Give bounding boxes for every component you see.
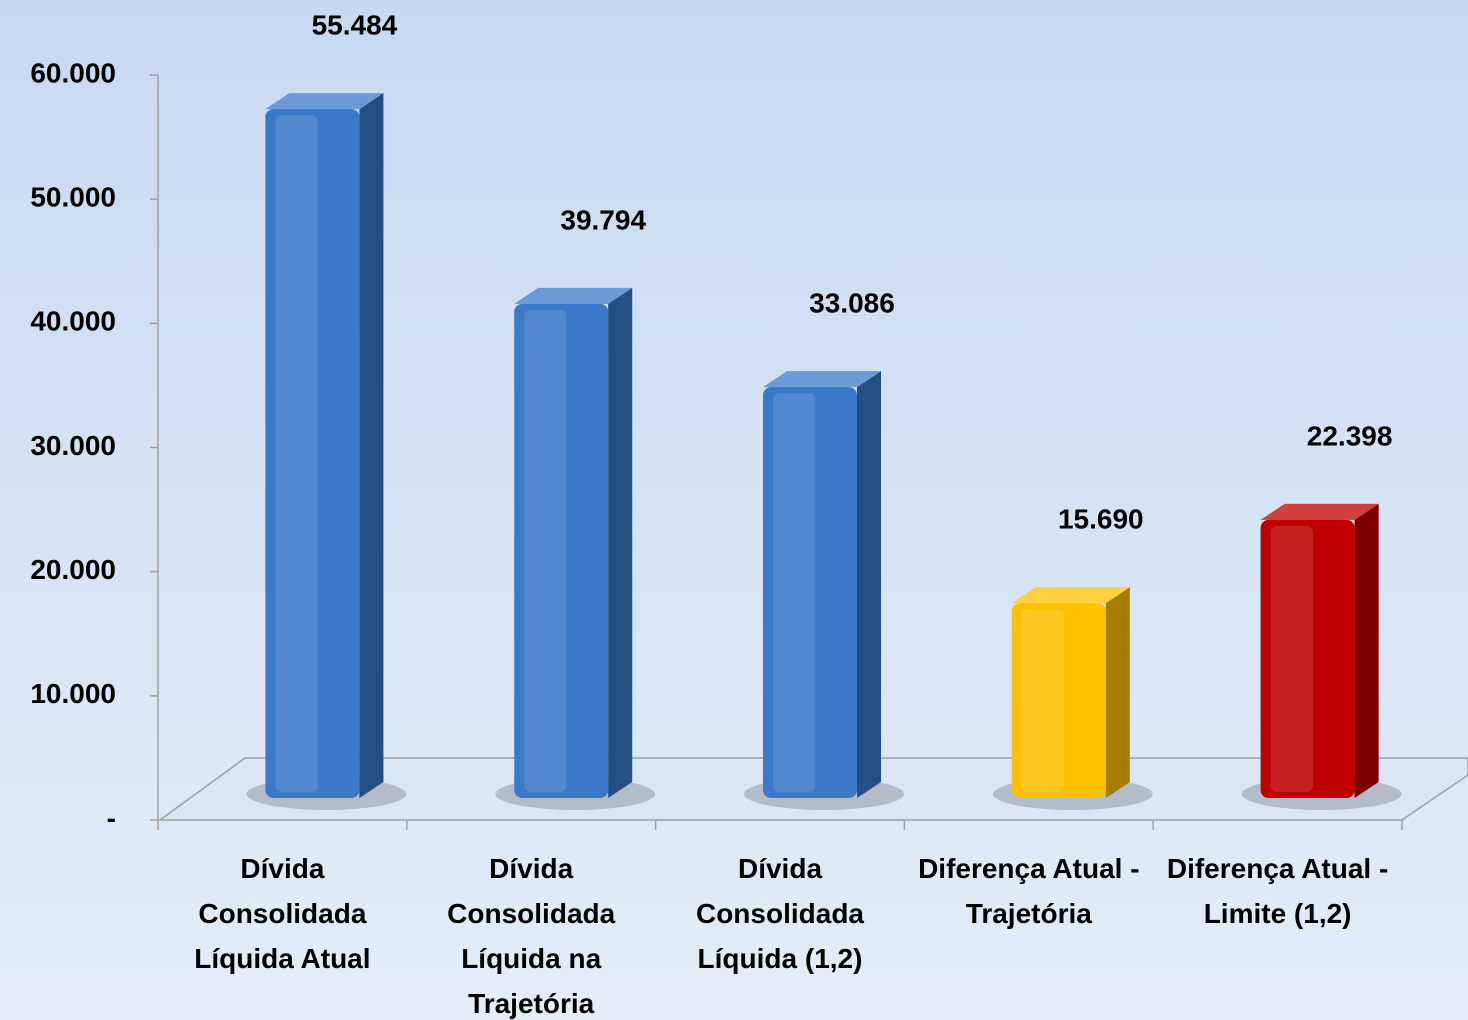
bar xyxy=(763,387,857,798)
bar xyxy=(1260,519,1355,798)
bar-top xyxy=(265,93,384,110)
y-tick-label: 50.000 xyxy=(30,182,116,213)
y-tick-label: 20.000 xyxy=(30,554,116,585)
bar-top-light xyxy=(1011,587,1130,604)
bar-top-light xyxy=(763,371,881,388)
bar xyxy=(265,109,360,798)
value-label: 15.690 xyxy=(1058,504,1144,535)
bar-side-shade xyxy=(1105,587,1130,798)
bar-side xyxy=(857,371,881,798)
bar-top xyxy=(763,371,881,388)
value-label: 33.086 xyxy=(809,288,895,319)
x-tick-label: Diferença Atual - Limite (1,2) xyxy=(1166,853,1389,929)
bar-side-shade xyxy=(857,371,881,798)
bar-top-light xyxy=(514,287,633,304)
bar-top-light xyxy=(265,93,384,110)
y-tick-label: 40.000 xyxy=(30,306,116,337)
y-tick-label: 10.000 xyxy=(30,678,116,709)
bar-shine xyxy=(275,115,318,792)
bar-shine xyxy=(524,309,567,792)
x-tick-label: Diferença Atual - Trajetória xyxy=(918,853,1140,929)
bar-shine xyxy=(773,393,816,792)
bar-side xyxy=(1105,587,1130,798)
x-tick-label: Dívida Consolidada Líquida Atual xyxy=(194,853,371,974)
value-label: 39.794 xyxy=(560,204,646,235)
bar-side xyxy=(608,287,633,798)
bar-top xyxy=(1011,587,1130,604)
bar-side xyxy=(359,93,384,798)
bar-top xyxy=(1260,503,1379,520)
bar-top-light xyxy=(1260,503,1379,520)
bar-side-shade xyxy=(359,93,384,798)
bar-shine xyxy=(1021,609,1065,792)
value-label: 55.484 xyxy=(312,9,398,40)
y-tick-label: 30.000 xyxy=(30,430,116,461)
bar-side-shade xyxy=(608,287,633,798)
x-tick-label: Dívida Consolidada Líquida (1,2) xyxy=(695,853,864,974)
bar xyxy=(514,303,609,798)
x-tick-label: Dívida Consolidada Líquida na Trajetória xyxy=(447,853,616,1019)
bar-side xyxy=(1354,503,1379,798)
y-tick-label: - xyxy=(107,802,116,833)
bar-shine xyxy=(1270,525,1313,792)
bar xyxy=(1011,603,1106,798)
bar-top xyxy=(514,287,633,304)
bar-side-shade xyxy=(1354,503,1379,798)
y-tick-label: 60.000 xyxy=(30,57,116,88)
value-label: 22.398 xyxy=(1307,420,1393,451)
